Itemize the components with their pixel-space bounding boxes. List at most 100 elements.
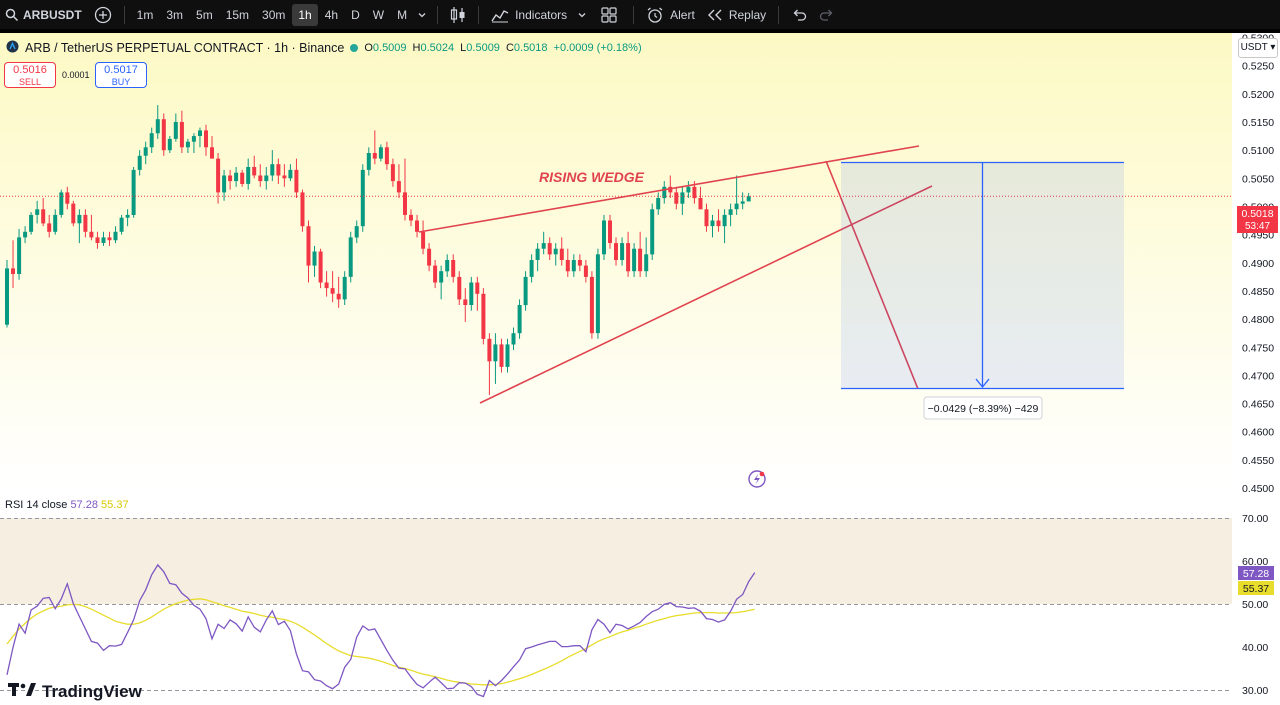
symbol-search[interactable]: ARBUSDT [0,0,88,29]
timeframe-1h[interactable]: 1h [292,3,318,26]
candle-body [35,209,40,215]
candle-body [523,276,528,306]
rsi-legend[interactable]: RSI 14 close 57.28 55.37 [5,499,129,511]
price-tick-label: 0.4600 [1242,427,1274,439]
candle-body [65,192,70,204]
tradingview-logo-icon [8,681,38,702]
candle-body [59,192,64,215]
symbol-label: ARBUSDT [23,7,82,22]
alarm-clock-icon [646,6,664,24]
compare-symbol-button[interactable] [88,0,118,29]
candle-body [559,248,564,260]
timeframe-1m[interactable]: 1m [136,7,154,22]
candle-body [294,169,299,193]
candle-body [415,220,419,232]
timeframe-m[interactable]: M [397,7,408,22]
redo-button[interactable] [813,0,841,29]
candles-layer [5,105,751,396]
measure-label-box [923,396,1043,420]
candle-body [475,282,480,294]
candle-body [149,133,154,148]
rsi-pane[interactable]: 70.00 60.00 50.00 40.00 30.00 57.28 55.37 [0,492,1280,705]
buy-price: 0.5017 [104,64,138,76]
chart-title[interactable]: ARB / TetherUS PERPETUAL CONTRACT · 1h ·… [25,41,345,55]
undo-button[interactable] [785,0,813,29]
search-icon [5,8,19,22]
candle-body [421,231,426,249]
candle-body [137,155,142,170]
rsi-axis[interactable]: 70.00 60.00 50.00 40.00 30.00 [1242,513,1268,697]
timeframe-15m[interactable]: 15m [225,7,250,22]
candle-body [330,288,335,294]
timeframe-4h[interactable]: 4h [324,7,339,22]
toolbar-divider [123,5,125,24]
timeframe-d[interactable]: D [351,7,360,22]
open-label: O [364,42,373,54]
high-label: H [412,42,421,54]
rsi-band-fill [0,518,1232,604]
candle-body [620,243,625,260]
sell-label: SELL [18,77,42,87]
price-tick-label: 0.4750 [1242,342,1274,354]
toolbar-bottom-border [0,29,1280,33]
replay-button[interactable]: Replay [701,0,772,29]
indicators-dropdown[interactable] [573,0,591,29]
candle-body [728,209,733,215]
buy-button[interactable]: 0.5017 BUY [95,62,147,88]
indicators-icon [491,7,509,23]
candle-body [541,243,546,249]
wedge-lower-line[interactable] [479,185,933,404]
candle-body [107,237,112,241]
wedge-upper-line[interactable] [418,145,920,233]
candle-body [198,130,202,136]
candle-body [89,231,94,238]
currency-select[interactable]: USDT ▾ [1238,38,1278,58]
candle-body [336,293,341,300]
tradingview-logo[interactable]: TradingView [8,681,142,702]
candle-body [638,248,643,272]
candle-body [179,122,184,148]
candle-body [125,214,130,218]
candle-body [680,192,685,204]
lightning-icon[interactable] [748,470,766,488]
timeframe-3m[interactable]: 3m [166,7,184,22]
toolbar-divider [437,5,439,24]
candle-body [210,147,214,159]
candle-body [354,226,359,238]
measure-arrow-head [975,378,990,389]
chart-type-button[interactable] [444,0,472,29]
toolbar-divider [778,5,780,24]
indicators-button[interactable]: Indicators [485,0,573,29]
redo-icon [819,8,835,22]
candle-body [288,169,293,179]
candle-body [668,186,673,193]
timeframe-dropdown[interactable] [413,0,431,29]
candle-body [517,305,522,334]
alert-button[interactable]: Alert [640,0,701,29]
candle-body [716,220,721,227]
candle-body [427,248,432,266]
sell-button[interactable]: 0.5016 SELL [4,62,56,88]
indicators-label: Indicators [515,7,568,22]
wedge-target-line[interactable] [825,160,919,390]
price-tick-label: 0.5200 [1242,89,1274,101]
candle-body [583,265,588,277]
candle-body [547,243,552,255]
candle-body [53,214,58,232]
rsi-line [6,563,756,698]
candle-body [469,282,474,305]
candle-body [565,260,570,272]
candle-body [324,282,329,289]
close-value: 0.5018 [513,42,548,54]
undo-icon [791,8,807,22]
spread-value: 0.0001 [62,70,90,80]
timeframe-w[interactable]: W [372,7,385,22]
layouts-button[interactable] [591,0,627,29]
market-status-dot [350,44,359,52]
price-chart[interactable]: RISING WEDGE −0.0429 (−8.39%) −429 0.530… [0,33,1280,492]
timeframe-30m[interactable]: 30m [262,7,286,22]
low-label: L [460,42,467,54]
grid-icon [601,6,617,23]
timeframe-5m[interactable]: 5m [196,7,213,22]
candle-body [487,338,492,362]
